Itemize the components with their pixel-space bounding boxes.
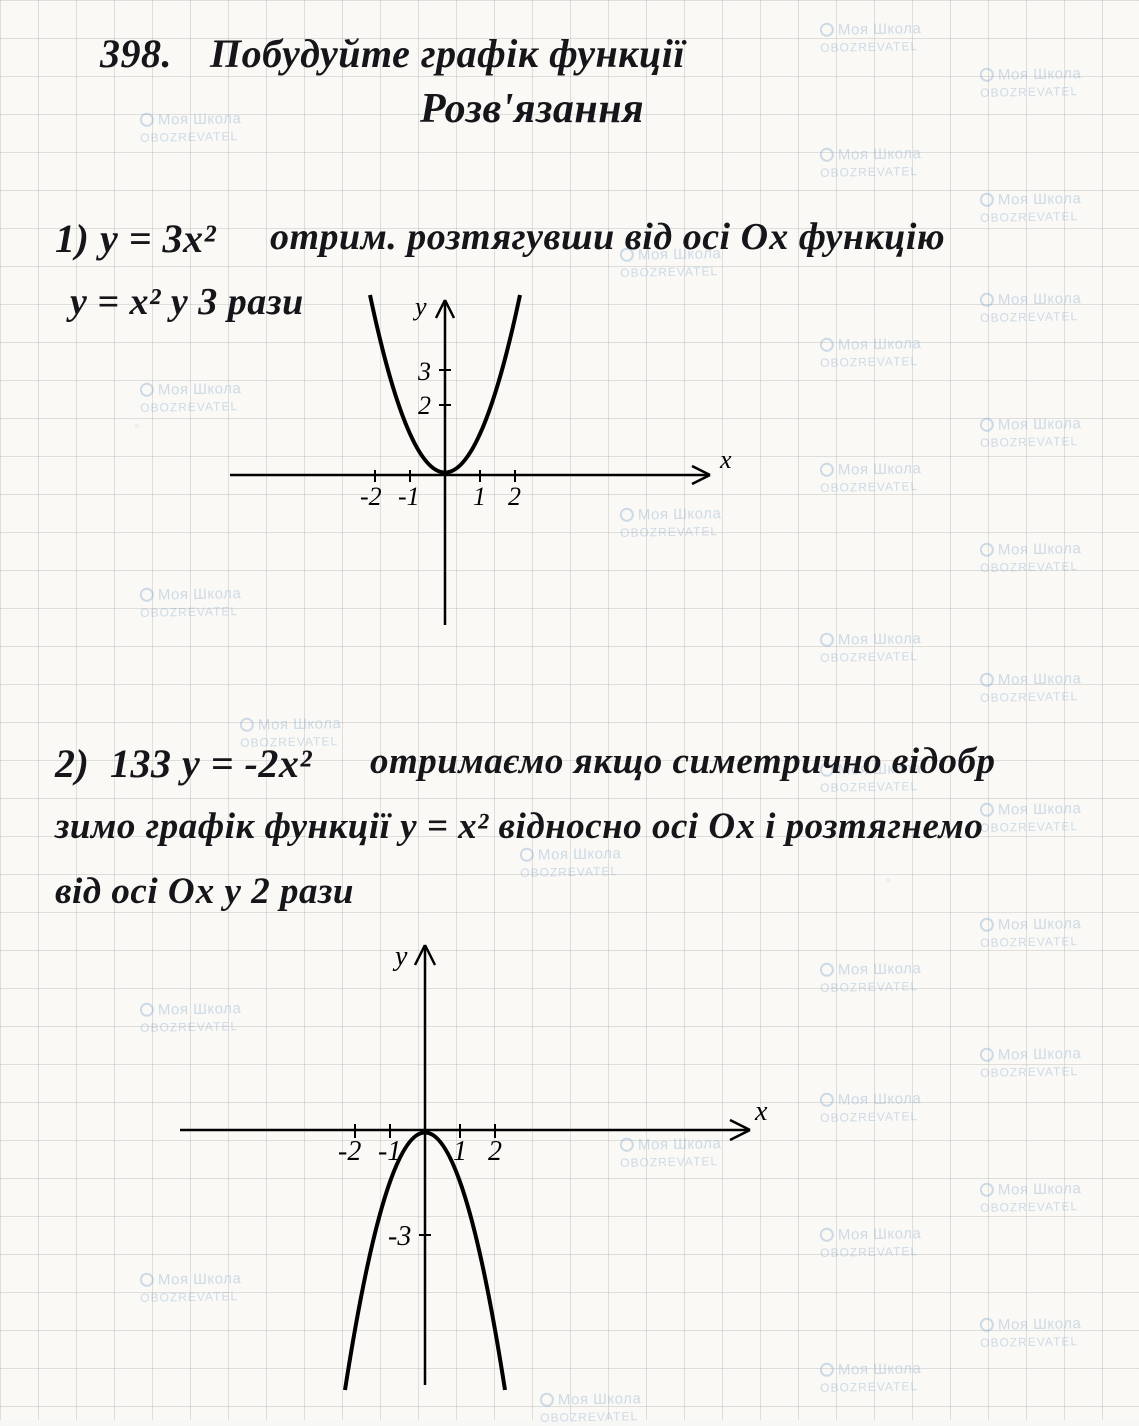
graph-2-parabola-down: y x -2 -1 1 2 -3 <box>150 930 790 1400</box>
problem-number: 398. <box>100 30 172 77</box>
watermark-item: Моя ШколаOBOZREVATEL <box>980 914 1082 951</box>
watermark-item: Моя ШколаOBOZREVATEL <box>980 539 1082 576</box>
graph1-xtick-1: 1 <box>473 482 486 511</box>
watermark-item: Моя ШколаOBOZREVATEL <box>820 1224 922 1261</box>
watermark-item: Моя ШколаOBOZREVATEL <box>980 414 1082 451</box>
graph1-ytick-2: 2 <box>418 391 431 420</box>
graph1-ytick-3: 3 <box>417 357 431 386</box>
part2-line2: зимо графік функції y = x² відносно осі … <box>55 805 983 848</box>
graph2-xtick-neg1: -1 <box>378 1136 401 1167</box>
part2-equation: 133 y = -2x² <box>110 740 312 787</box>
part2-label: 2) <box>55 740 89 787</box>
part2-text: отримаємо якщо симетрично відобр <box>370 740 996 783</box>
part1-equation: y = 3x² <box>100 215 216 262</box>
graph2-y-label: y <box>392 941 408 972</box>
watermark-item: Моя ШколаOBOZREVATEL <box>980 289 1082 326</box>
watermark-item: Моя ШколаOBOZREVATEL <box>980 669 1082 706</box>
title: Побудуйте графік функції <box>210 30 685 77</box>
watermark-item: Моя ШколаOBOZREVATEL <box>820 19 922 56</box>
watermark-item: Моя ШколаOBOZREVATEL <box>980 64 1082 101</box>
graph2-x-label: x <box>754 1096 768 1127</box>
part2-line3: від осі Ох у 2 рази <box>55 870 354 913</box>
watermark-item: Моя ШколаOBOZREVATEL <box>820 629 922 666</box>
watermark-item: Моя ШколаOBOZREVATEL <box>140 109 242 146</box>
watermark-item: Моя ШколаOBOZREVATEL <box>820 459 922 496</box>
graph1-xtick-neg2: -2 <box>360 482 382 511</box>
watermark-item: Моя ШколаOBOZREVATEL <box>980 189 1082 226</box>
watermark-item: Моя ШколаOBOZREVATEL <box>980 1314 1082 1351</box>
graph1-xtick-2: 2 <box>508 482 521 511</box>
subtitle: Розв'язання <box>420 85 644 133</box>
watermark-item: Моя ШколаOBOZREVATEL <box>520 844 622 881</box>
watermark-item: Моя ШколаOBOZREVATEL <box>980 1179 1082 1216</box>
graph1-x-label: x <box>719 445 732 474</box>
graph2-xtick-1: 1 <box>453 1136 467 1167</box>
graph1-y-label: y <box>412 292 427 321</box>
graph1-xtick-neg1: -1 <box>398 482 420 511</box>
part1-text: отрим. розтягувши від осі Ох функцію <box>270 215 945 259</box>
watermark-item: Моя ШколаOBOZREVATEL <box>820 334 922 371</box>
graph-1-parabola-up: y x -2 -1 1 2 2 3 <box>190 290 750 640</box>
graph2-ytick-neg3: -3 <box>388 1221 411 1252</box>
watermark-item: Моя ШколаOBOZREVATEL <box>820 959 922 996</box>
watermark-item: Моя ШколаOBOZREVATEL <box>820 144 922 181</box>
watermark-item: Моя ШколаOBOZREVATEL <box>980 1044 1082 1081</box>
watermark-item: Моя ШколаOBOZREVATEL <box>980 799 1082 836</box>
graph2-xtick-2: 2 <box>488 1136 502 1167</box>
watermark-item: Моя ШколаOBOZREVATEL <box>820 1089 922 1126</box>
watermark-item: Моя ШколаOBOZREVATEL <box>820 1359 922 1396</box>
part1-label: 1) <box>55 215 89 262</box>
graph2-xtick-neg2: -2 <box>338 1136 361 1167</box>
